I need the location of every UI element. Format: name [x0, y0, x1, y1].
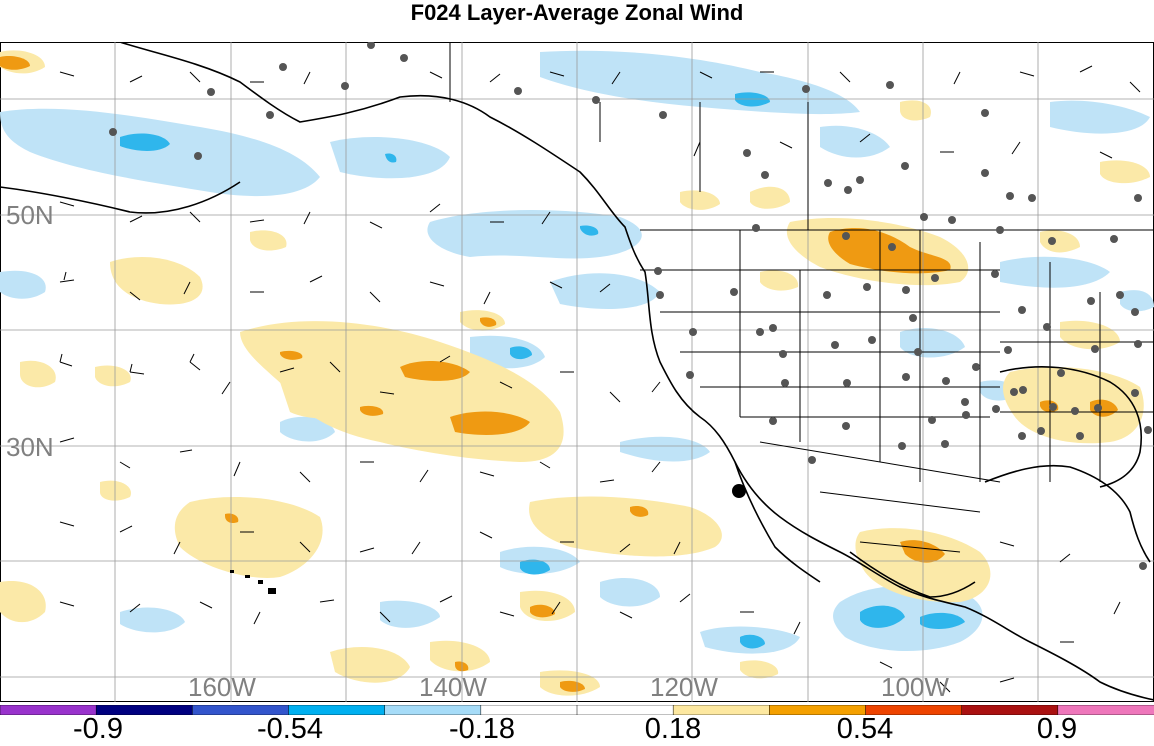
highlight-point [732, 484, 746, 498]
lon-label-120w: 120W [650, 672, 718, 702]
lon-label-100w: 100W [881, 672, 949, 702]
map-title: F024 Layer-Average Zonal Wind [410, 0, 744, 25]
lon-label-160w: 160W [188, 672, 256, 702]
colorbar-label: 0.9 [1036, 713, 1078, 745]
colorbar-label: -0.54 [256, 713, 324, 745]
lat-label-50n: 50N [6, 200, 54, 230]
colorbar-label: 0.54 [836, 713, 894, 745]
negative-anomaly-areas [0, 50, 1154, 654]
colorbar-label: 0.18 [644, 713, 702, 745]
hawaii-islands [230, 570, 276, 594]
colorbar-label: -0.18 [448, 713, 516, 745]
colorbar [0, 705, 1154, 715]
lon-label-140w: 140W [419, 672, 487, 702]
negative-anomaly-cores [120, 92, 965, 649]
wind-barbs [59, 65, 1141, 693]
positive-anomaly-cores [0, 56, 1118, 692]
political-borders [449, 42, 1154, 553]
wind-map [0, 42, 1154, 702]
colorbar-label: -0.9 [73, 713, 123, 745]
station-markers [109, 42, 1152, 570]
lat-label-30n: 30N [6, 432, 54, 462]
colorbar-segment [1057, 705, 1154, 715]
